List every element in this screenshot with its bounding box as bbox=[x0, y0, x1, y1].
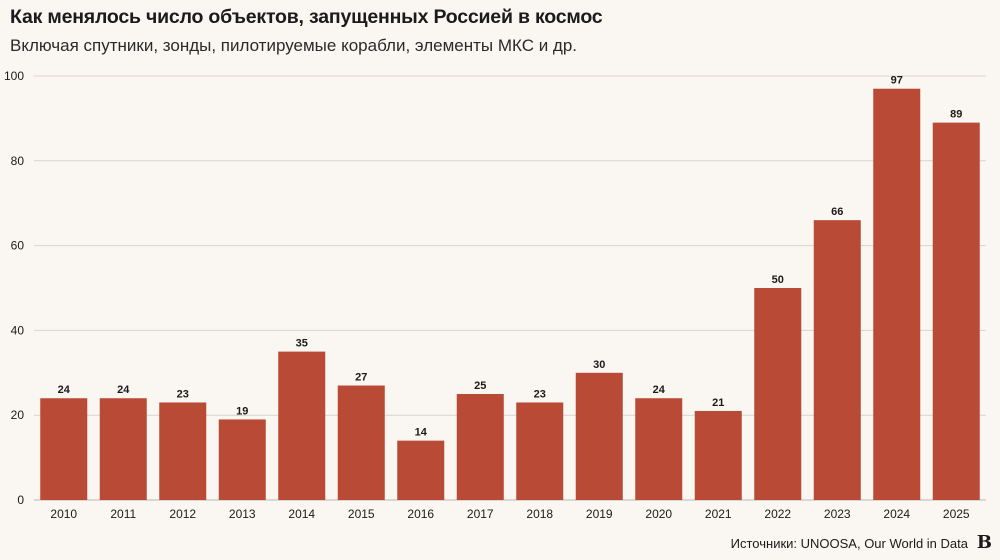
bar bbox=[873, 88, 921, 500]
data-label: 66 bbox=[831, 206, 843, 218]
bar bbox=[397, 440, 445, 500]
y-axis-ticks: 0 20 40 60 80 100 bbox=[4, 69, 24, 507]
data-label: 23 bbox=[534, 388, 546, 400]
source-note: Источники: UNOOSA, Our World in Data bbox=[730, 536, 968, 551]
bar bbox=[337, 385, 385, 500]
bar bbox=[99, 398, 147, 500]
data-label: 27 bbox=[355, 372, 367, 384]
bar bbox=[159, 402, 207, 500]
x-tick-label: 2013 bbox=[229, 507, 256, 521]
y-tick-label: 100 bbox=[4, 69, 24, 83]
chart-subtitle: Включая спутники, зонды, пилотируемые ко… bbox=[10, 36, 578, 55]
data-label: 24 bbox=[58, 384, 71, 396]
x-tick-label: 2019 bbox=[586, 507, 613, 521]
bar bbox=[694, 410, 742, 500]
bar bbox=[218, 419, 266, 500]
x-tick-label: 2025 bbox=[943, 507, 970, 521]
x-tick-label: 2017 bbox=[467, 507, 494, 521]
x-tick-label: 2012 bbox=[169, 507, 196, 521]
data-label: 23 bbox=[177, 388, 189, 400]
data-label: 35 bbox=[296, 338, 308, 350]
bar bbox=[40, 398, 88, 500]
bar bbox=[813, 220, 861, 500]
bar bbox=[575, 372, 623, 500]
x-tick-label: 2021 bbox=[705, 507, 732, 521]
x-axis-ticks: 2010 2011 2012 2013 2014 2015 2016 2017 2018 2019… bbox=[50, 507, 970, 521]
chart-title: Как менялось число объектов, запущенных … bbox=[10, 6, 603, 28]
y-tick-label: 60 bbox=[11, 239, 25, 253]
data-label: 24 bbox=[653, 384, 666, 396]
data-label: 50 bbox=[772, 274, 784, 286]
y-tick-label: 0 bbox=[17, 493, 24, 507]
x-tick-label: 2024 bbox=[883, 507, 910, 521]
bar bbox=[754, 288, 802, 500]
bar bbox=[635, 398, 683, 500]
data-label: 19 bbox=[236, 405, 248, 417]
x-tick-label: 2023 bbox=[824, 507, 851, 521]
y-tick-label: 80 bbox=[11, 154, 25, 168]
data-label: 97 bbox=[891, 75, 903, 87]
data-label: 89 bbox=[950, 109, 962, 121]
x-tick-label: 2018 bbox=[526, 507, 553, 521]
bar bbox=[456, 394, 504, 500]
bar bbox=[932, 122, 980, 500]
x-tick-label: 2015 bbox=[348, 507, 375, 521]
data-label: 21 bbox=[712, 397, 724, 409]
bar bbox=[516, 402, 564, 500]
y-tick-label: 20 bbox=[11, 408, 25, 422]
x-tick-label: 2020 bbox=[645, 507, 672, 521]
y-tick-label: 40 bbox=[11, 323, 25, 337]
x-tick-label: 2014 bbox=[288, 507, 315, 521]
x-tick-label: 2010 bbox=[50, 507, 77, 521]
data-label: 30 bbox=[593, 359, 605, 371]
data-label: 24 bbox=[117, 384, 130, 396]
bar bbox=[278, 351, 326, 500]
data-label: 14 bbox=[415, 427, 428, 439]
data-labels: 24 24 23 19 35 27 14 25 23 30 24 21 50 66 97 89 bbox=[58, 75, 963, 439]
data-label: 25 bbox=[474, 380, 486, 392]
bars bbox=[40, 88, 980, 500]
publisher-logo: B bbox=[976, 532, 992, 553]
x-tick-label: 2022 bbox=[764, 507, 791, 521]
x-tick-label: 2011 bbox=[110, 507, 136, 521]
x-tick-label: 2016 bbox=[407, 507, 434, 521]
